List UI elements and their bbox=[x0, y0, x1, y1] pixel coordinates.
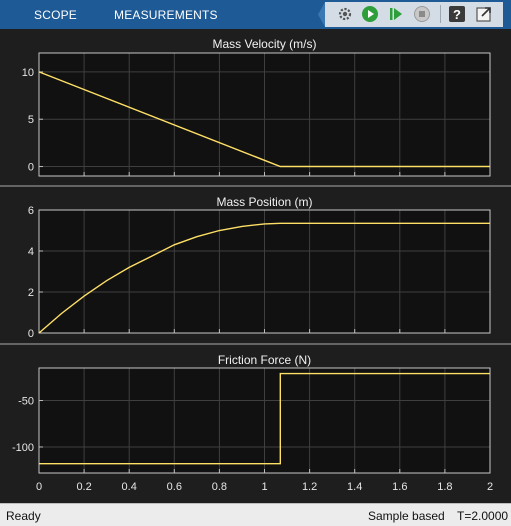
status-time: T=2.0000 bbox=[457, 509, 509, 523]
scope-toolbar: SCOPE MEASUREMENTS ? bbox=[0, 0, 511, 29]
mass-velocity-title: Mass Velocity (m/s) bbox=[212, 37, 316, 51]
run-icon[interactable] bbox=[361, 5, 379, 23]
friction-force-axes-frame bbox=[38, 367, 491, 474]
friction-force-x-tick-label: 2 bbox=[487, 481, 493, 493]
friction-force-x-tick-label: 1.6 bbox=[392, 481, 407, 493]
stop-icon[interactable] bbox=[413, 5, 431, 23]
mass-position-series-line bbox=[38, 222, 490, 334]
friction-force-title: Friction Force (N) bbox=[218, 353, 311, 367]
toolbar-separator-arrow bbox=[318, 2, 325, 27]
status-bar: Ready Sample based T=2.0000 bbox=[0, 503, 511, 526]
mass-position-title: Mass Position (m) bbox=[216, 195, 312, 209]
mass-velocity-axes-frame bbox=[38, 52, 491, 177]
mass-velocity-y-tick-label: 10 bbox=[22, 67, 34, 79]
friction-force-x-tick-label: 0.4 bbox=[122, 481, 137, 493]
friction-force-x-tick-label: 0.8 bbox=[212, 481, 227, 493]
undock-icon[interactable] bbox=[475, 5, 493, 23]
friction-force-x-tick-label: 0.6 bbox=[167, 481, 182, 493]
mass-position-y-tick-label: 2 bbox=[28, 287, 34, 299]
friction-force-x-tick-label: 0 bbox=[36, 481, 42, 493]
friction-force-x-tick-label: 1.4 bbox=[347, 481, 362, 493]
tab-scope[interactable]: SCOPE bbox=[34, 8, 78, 22]
mass-velocity-y-tick-label: 0 bbox=[28, 162, 34, 174]
friction-force-x-tick-label: 0.2 bbox=[76, 481, 91, 493]
friction-force-series-line bbox=[39, 372, 490, 465]
step-forward-icon[interactable] bbox=[387, 5, 405, 23]
mass-position-y-tick-label: 6 bbox=[28, 205, 34, 217]
mass-position-y-tick-label: 4 bbox=[28, 246, 34, 258]
mass-velocity-y-tick-label: 5 bbox=[28, 114, 34, 126]
friction-force-x-tick-label: 1.8 bbox=[437, 481, 452, 493]
mass-position-y-tick-label: 0 bbox=[28, 328, 34, 340]
quick-access-divider bbox=[440, 5, 441, 23]
mass-position-axes-frame bbox=[38, 209, 491, 334]
settings-gear-icon[interactable] bbox=[336, 5, 354, 23]
svg-text:?: ? bbox=[453, 7, 461, 22]
friction-force-x-tick-label: 1 bbox=[261, 481, 267, 493]
friction-force-y-tick-label: -100 bbox=[12, 442, 34, 454]
quick-access-bar bbox=[325, 2, 503, 27]
tab-measurements[interactable]: MEASUREMENTS bbox=[114, 8, 218, 22]
help-icon[interactable]: ? bbox=[448, 5, 466, 23]
friction-force-y-tick-label: -50 bbox=[18, 396, 34, 408]
friction-force-x-tick-label: 1.2 bbox=[302, 481, 317, 493]
status-ready: Ready bbox=[6, 509, 41, 523]
mass-velocity-series-line bbox=[38, 71, 490, 168]
plot-area: 0 5 10 Mass Velocity (m/s) 0 2 4 6 Mass Position… bbox=[0, 29, 511, 503]
status-mode: Sample based bbox=[368, 509, 445, 523]
